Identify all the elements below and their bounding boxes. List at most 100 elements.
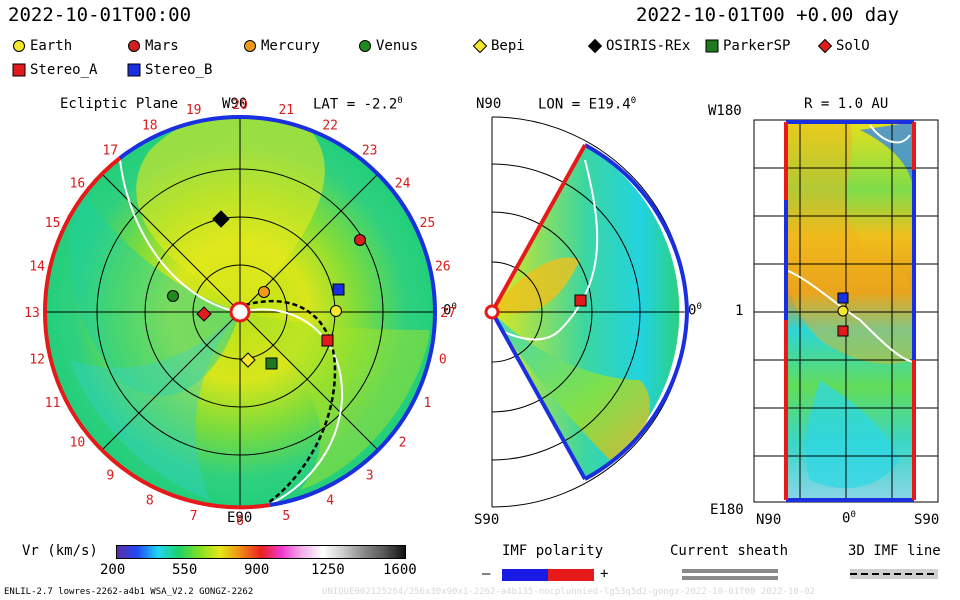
rotation-number: 12 bbox=[29, 352, 45, 367]
rotation-number: 17 bbox=[102, 143, 118, 158]
sphere-earth-marker[interactable] bbox=[837, 305, 849, 317]
sphere-stereo-a-marker[interactable] bbox=[837, 325, 849, 337]
current-sheath-line-2 bbox=[682, 576, 778, 580]
legend-item-osiris-rex[interactable]: OSIRIS-REx bbox=[587, 38, 691, 54]
imf-polarity-title: IMF polarity bbox=[502, 543, 604, 559]
legend-label: OSIRIS-REx bbox=[606, 38, 691, 54]
rotation-number: 19 bbox=[186, 103, 202, 118]
rotation-number: 24 bbox=[395, 176, 411, 191]
stereo-b-marker[interactable] bbox=[332, 283, 345, 296]
meridional-sun-icon bbox=[484, 304, 500, 320]
earth-marker[interactable] bbox=[330, 305, 342, 317]
legend-item-mars[interactable]: Mars bbox=[127, 38, 179, 54]
sphere-r-label: R = 1.0 AU bbox=[804, 96, 889, 112]
sphere-axis-s90: S90 bbox=[914, 512, 940, 528]
legend-label: Mercury bbox=[261, 38, 321, 54]
legend-item-parkersp[interactable]: ParkerSP bbox=[705, 38, 790, 54]
imf-positive-bar bbox=[548, 569, 594, 581]
meridional-stereo-a-marker[interactable] bbox=[574, 294, 587, 307]
legend-label: Bepi bbox=[491, 38, 525, 54]
mars-marker[interactable] bbox=[354, 234, 366, 246]
rotation-number: 14 bbox=[29, 260, 45, 275]
ecliptic-title: Ecliptic Plane bbox=[60, 96, 179, 112]
diamond-icon bbox=[817, 38, 833, 54]
legend-item-earth[interactable]: Earth bbox=[12, 38, 72, 54]
imf-line-title: 3D IMF line bbox=[848, 543, 941, 559]
colorbar-tick-550: 550 bbox=[172, 562, 198, 578]
square-icon bbox=[12, 63, 26, 77]
square-icon bbox=[705, 39, 719, 53]
legend-item-stereo-a[interactable]: Stereo_A bbox=[12, 62, 97, 78]
date-left: 2022-10-01T00:00 bbox=[8, 4, 192, 26]
imf-minus-label: – bbox=[482, 566, 491, 582]
footer-id: UNIQUE002125264/256x30x90x1-2262-a4b135-… bbox=[322, 587, 816, 597]
legend-label: Stereo_B bbox=[145, 62, 213, 78]
rotation-number: 16 bbox=[70, 176, 86, 191]
stereo-a-marker[interactable] bbox=[321, 334, 334, 347]
legend-label: Stereo_A bbox=[30, 62, 98, 78]
sphere-bottom-left: E180 bbox=[710, 502, 744, 518]
rotation-number: 23 bbox=[362, 143, 378, 158]
circle-icon bbox=[243, 39, 257, 53]
circle-icon bbox=[12, 39, 26, 53]
sun-icon bbox=[229, 301, 251, 323]
meridional-plot bbox=[484, 116, 689, 508]
rotation-number: 1 bbox=[423, 396, 431, 411]
current-sheath-title: Current sheath bbox=[670, 543, 789, 559]
date-right: 2022-10-01T00 +0.00 day bbox=[636, 4, 900, 26]
legend-item-mercury[interactable]: Mercury bbox=[243, 38, 320, 54]
bepi-marker[interactable] bbox=[240, 352, 256, 368]
legend-label: Earth bbox=[30, 38, 73, 54]
diamond-icon bbox=[587, 38, 603, 54]
rotation-number: 26 bbox=[435, 260, 451, 275]
colorbar-label: Vr (km/s) bbox=[22, 543, 98, 559]
legend-item-stereo-b[interactable]: Stereo_B bbox=[127, 62, 212, 78]
sphere-axis-n90: N90 bbox=[756, 512, 782, 528]
sphere-plot bbox=[753, 119, 939, 503]
colorbar-tick-900: 900 bbox=[244, 562, 270, 578]
rotation-number: 13 bbox=[24, 306, 40, 321]
sphere-axis-0: 00 bbox=[842, 510, 856, 527]
rotation-number: 9 bbox=[106, 469, 114, 484]
square-icon bbox=[127, 63, 141, 77]
rotation-number: 11 bbox=[45, 396, 61, 411]
diamond-icon bbox=[472, 38, 488, 54]
rotation-number: 7 bbox=[190, 509, 198, 524]
meridional-right-label: 00 bbox=[688, 302, 702, 319]
rotation-number: 10 bbox=[70, 436, 86, 451]
rotation-number: 20 bbox=[232, 98, 248, 113]
legend-item-bepi[interactable]: Bepi bbox=[472, 38, 525, 54]
parkersp-marker[interactable] bbox=[265, 357, 278, 370]
rotation-number: 8 bbox=[146, 493, 154, 508]
legend-label: Mars bbox=[145, 38, 179, 54]
venus-marker[interactable] bbox=[167, 290, 179, 302]
sphere-top-left: W180 bbox=[708, 103, 742, 119]
mercury-marker[interactable] bbox=[258, 286, 270, 298]
rotation-numbers: 20 21222324252627012345678910111213141516… bbox=[24, 98, 456, 529]
ecliptic-lat-label: LAT = -2.20 bbox=[313, 96, 403, 113]
ecliptic-plot: 20 21222324252627012345678910111213141516… bbox=[24, 98, 456, 529]
meridional-top-label: N90 bbox=[476, 96, 502, 112]
legend-label: ParkerSP bbox=[723, 38, 791, 54]
rotation-number: 25 bbox=[420, 216, 436, 231]
ecliptic-right-label: 00 bbox=[443, 302, 457, 319]
circle-icon bbox=[127, 39, 141, 53]
legend-label: Venus bbox=[376, 38, 419, 54]
legend-item-venus[interactable]: Venus bbox=[358, 38, 418, 54]
rotation-number: 2 bbox=[399, 436, 407, 451]
rotation-number: 21 bbox=[278, 103, 294, 118]
rotation-number: 5 bbox=[282, 509, 290, 524]
imf-negative-bar bbox=[502, 569, 548, 581]
rotation-number: 6 bbox=[236, 514, 244, 529]
circle-icon bbox=[358, 39, 372, 53]
sphere-stereo-b-marker[interactable] bbox=[837, 292, 849, 304]
colorbar bbox=[116, 545, 406, 559]
meridional-bottom-label: S90 bbox=[474, 512, 500, 528]
ecliptic-top-label: W90 bbox=[222, 96, 248, 112]
colorbar-tick-1600: 1600 bbox=[383, 562, 417, 578]
meridional-lon-label: LON = E19.40 bbox=[538, 96, 637, 113]
legend-item-solo[interactable]: SolO bbox=[817, 38, 870, 54]
solo-marker[interactable] bbox=[196, 306, 212, 322]
rotation-number: 3 bbox=[366, 469, 374, 484]
osiris-rex-marker[interactable] bbox=[212, 210, 230, 228]
